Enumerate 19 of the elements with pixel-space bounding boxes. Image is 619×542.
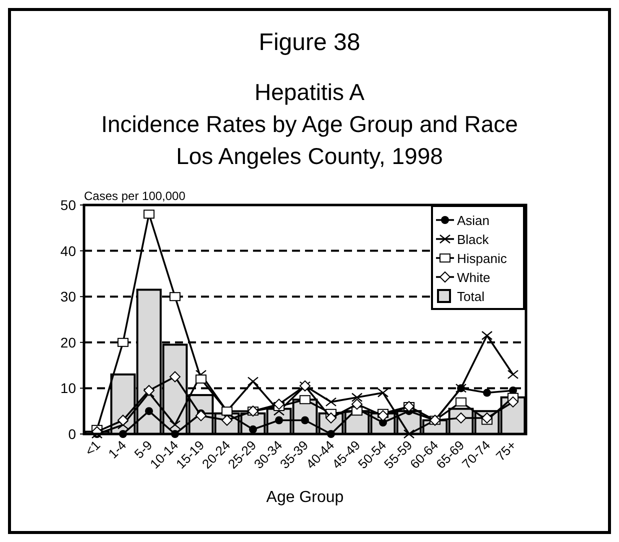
chart-subtitle: Hepatitis A Incidence Rates by Age Group and Race Los Angeles County, 1998 xyxy=(101,79,518,169)
y-tick-label: 20 xyxy=(60,334,76,350)
legend-label: Hispanic xyxy=(457,251,508,266)
y-tick-label: 40 xyxy=(60,242,76,259)
legend-label: Black xyxy=(457,232,490,247)
x-axis-title: Age Group xyxy=(266,489,344,506)
legend-label: White xyxy=(457,270,490,285)
y-tick-label: 30 xyxy=(60,288,76,305)
y-tick-label: 50 xyxy=(60,197,76,213)
legend-label: Total xyxy=(457,289,485,304)
x-tick-label: 5-9 xyxy=(131,438,156,462)
x-tick-label: 75+ xyxy=(492,438,520,464)
y-tick-label: 0 xyxy=(68,426,76,442)
chart-title: Figure 38 xyxy=(258,29,360,56)
y-tick-label: 10 xyxy=(60,380,76,396)
legend-label: Asian xyxy=(457,213,490,228)
x-tick-label: <1 xyxy=(82,438,104,459)
y-axis-title: Cases per 100,000 xyxy=(84,189,186,203)
x-tick-label: 1-4 xyxy=(105,438,130,462)
